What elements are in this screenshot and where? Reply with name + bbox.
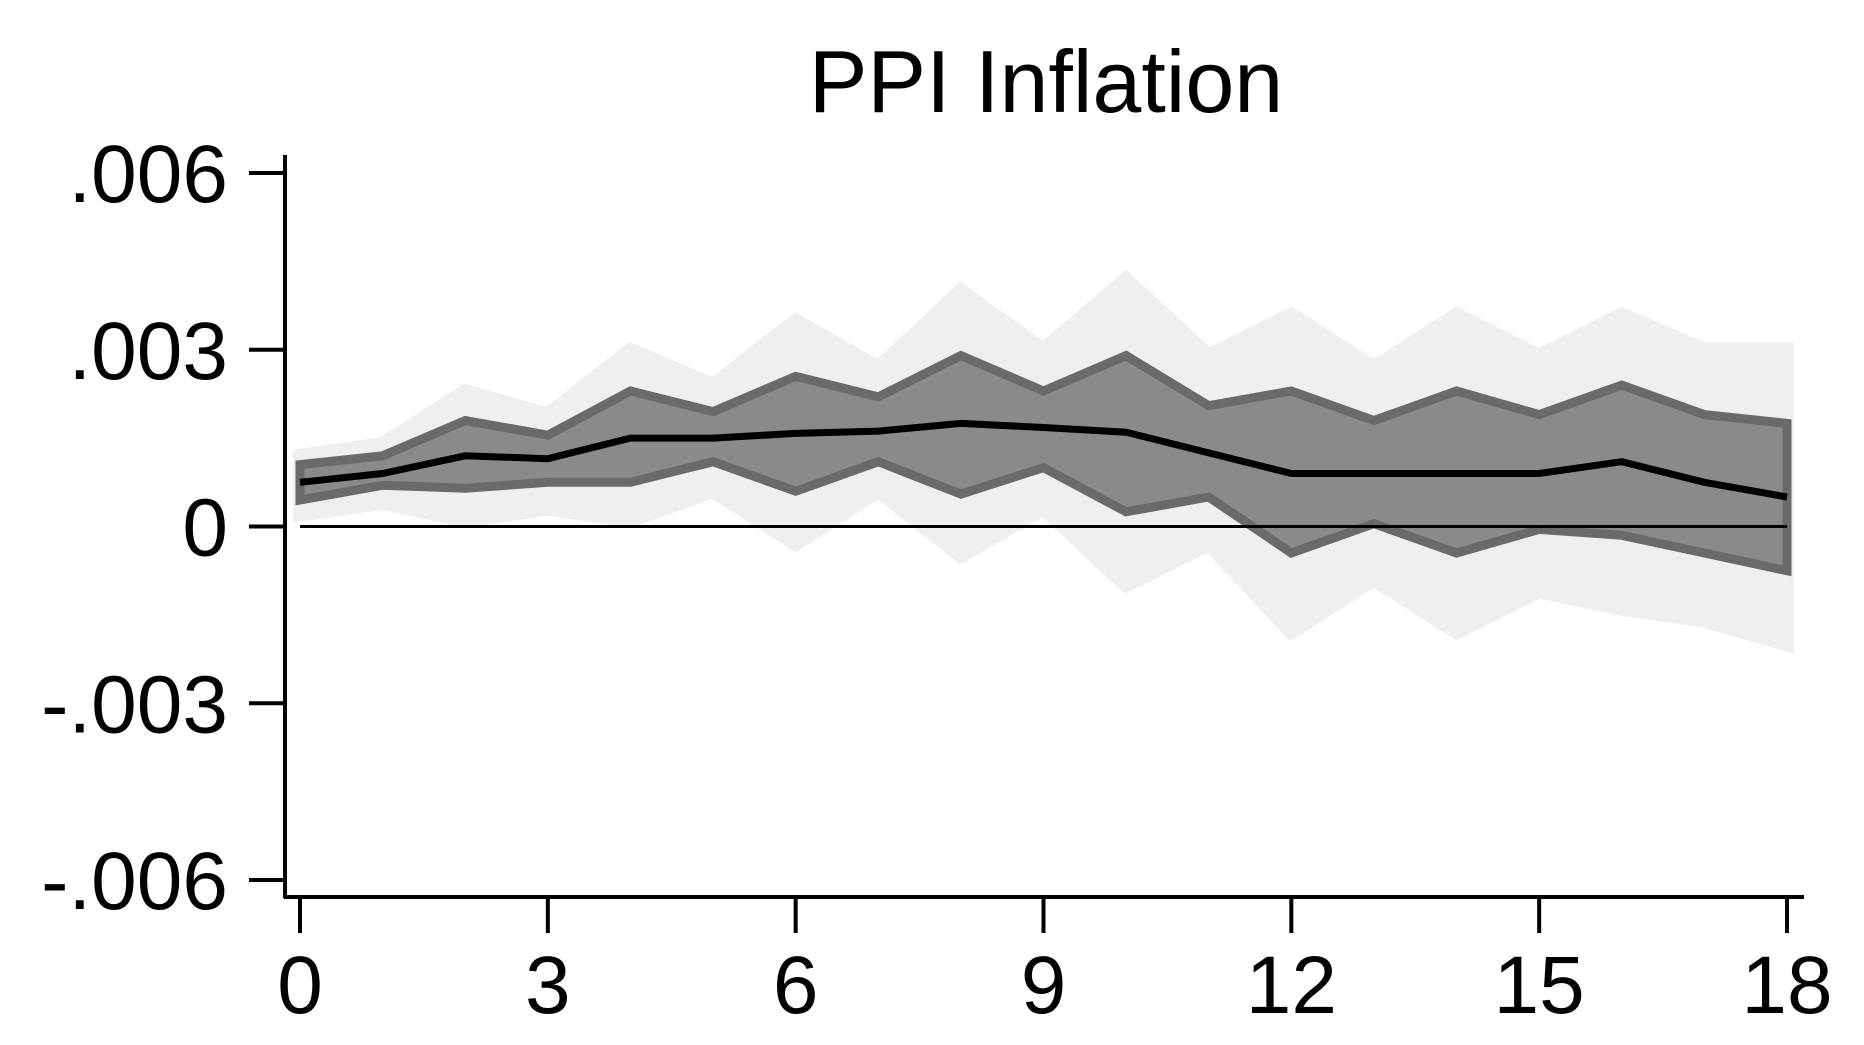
inner-confidence-band [295,350,1792,577]
ticks-layer: .006 .003 0 -.003 -.006 0 3 6 9 12 15 18 [41,129,1833,1031]
series-line-point-estimate [299,419,1788,501]
line-layer [299,419,1788,501]
x-tick-label: 18 [1741,940,1832,1031]
x-tick-label: 9 [1021,940,1067,1031]
x-tick-label: 3 [525,940,571,1031]
x-tick-label: 0 [277,940,323,1031]
y-tick-label: -.003 [41,659,228,750]
inner-band-layer [295,350,1792,577]
chart-title: PPI Inflation [809,32,1284,131]
y-tick-label: 0 [182,483,228,574]
y-tick-label: .003 [68,306,228,397]
y-tick-label: -.006 [41,836,228,927]
x-tick-label: 15 [1494,940,1585,1031]
y-tick-label: .006 [68,129,228,220]
x-tick-label: 12 [1246,940,1337,1031]
x-tick-label: 6 [773,940,819,1031]
